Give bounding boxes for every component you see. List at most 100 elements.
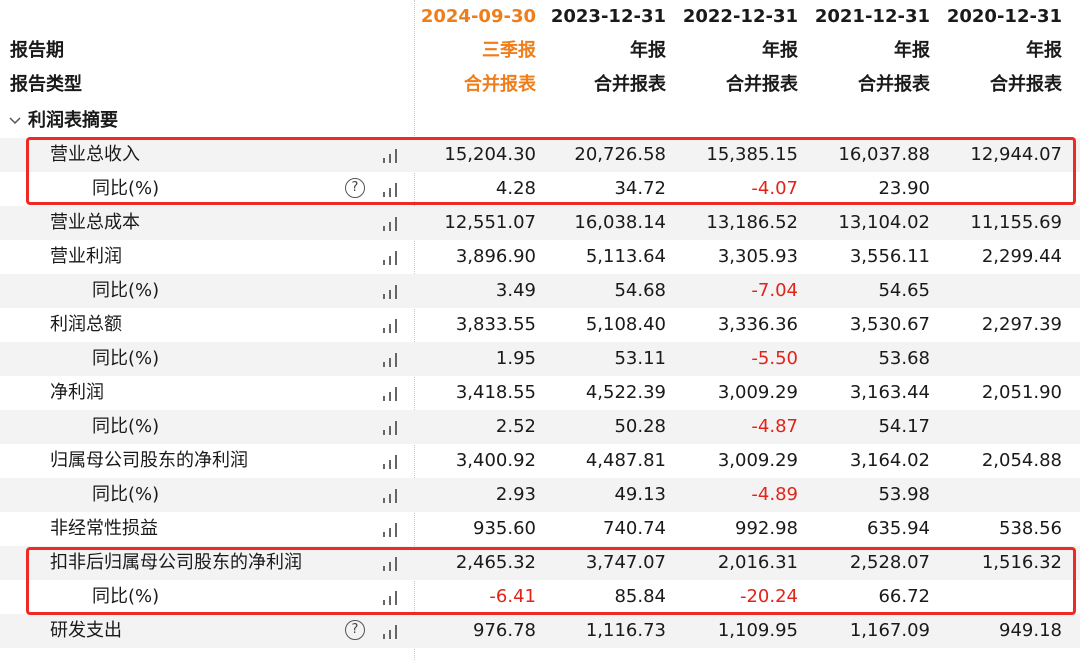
row-value: 2,528.07	[849, 552, 930, 573]
bar-chart-icon[interactable]	[383, 251, 401, 265]
row-label: 同比(%)	[92, 416, 160, 437]
header-dates-row: 2024-09-30 2023-12-31 2022-12-31 2021-12…	[0, 0, 1080, 34]
type-0: 合并报表	[464, 74, 536, 95]
table-row: 营业总成本 12,551.07 16,038.14 13,186.52 13,1…	[0, 206, 1080, 240]
row-value: -5.50	[751, 348, 798, 369]
row-value: 4.28	[495, 178, 536, 199]
bar-chart-icon[interactable]	[383, 387, 401, 401]
row-value: 3,896.90	[455, 246, 536, 267]
bar-chart-icon[interactable]	[383, 455, 401, 469]
row-value: 66.72	[878, 586, 930, 607]
row-label: 净利润	[50, 382, 104, 403]
bar-chart-icon[interactable]	[383, 285, 401, 299]
bar-chart-icon[interactable]	[383, 523, 401, 537]
row-value: 935.60	[473, 518, 536, 539]
row-value: 1.95	[495, 348, 536, 369]
row-value: 53.68	[878, 348, 930, 369]
row-value: 949.18	[999, 620, 1062, 641]
bar-chart-icon[interactable]	[383, 421, 401, 435]
type-label: 报告类型	[10, 74, 82, 95]
row-value: 13,186.52	[706, 212, 798, 233]
row-value: 2,299.44	[981, 246, 1062, 267]
header-date-4[interactable]: 2020-12-31	[946, 6, 1062, 27]
row-value	[942, 342, 1062, 376]
row-value: 3,833.55	[455, 314, 536, 335]
row-value: 740.74	[603, 518, 666, 539]
bar-chart-icon[interactable]	[383, 353, 401, 367]
chevron-down-icon[interactable]	[8, 104, 22, 142]
highlight-box-adjusted-profit	[26, 547, 1076, 615]
row-value: 54.65	[878, 280, 930, 301]
row-value: 2.52	[495, 416, 536, 437]
row-label: 利润总额	[50, 314, 122, 335]
bar-chart-icon[interactable]	[383, 183, 401, 197]
row-value: 53.98	[878, 484, 930, 505]
header-date-1[interactable]: 2023-12-31	[550, 6, 666, 27]
header-date-0[interactable]: 2024-09-30	[420, 6, 536, 27]
row-value: 3,163.44	[849, 382, 930, 403]
row-label: 同比(%)	[92, 484, 160, 505]
type-1: 合并报表	[594, 74, 666, 95]
type-2: 合并报表	[726, 74, 798, 95]
column-separator	[414, 0, 415, 660]
row-value: 20,726.58	[574, 144, 666, 165]
table-row: 同比(%) ? 4.28 34.72 -4.07 23.90	[0, 172, 1080, 206]
bar-chart-icon[interactable]	[383, 149, 401, 163]
row-value: 3,747.07	[585, 552, 666, 573]
table-row: 同比(%) 2.93 49.13 -4.89 53.98	[0, 478, 1080, 512]
table-row: 归属母公司股东的净利润 3,400.92 4,487.81 3,009.29 3…	[0, 444, 1080, 478]
type-3: 合并报表	[858, 74, 930, 95]
highlight-box-revenue	[26, 137, 1076, 205]
header-date-3[interactable]: 2021-12-31	[814, 6, 930, 27]
row-value: 3,556.11	[849, 246, 930, 267]
row-label: 同比(%)	[92, 348, 160, 369]
row-value: 1,109.95	[717, 620, 798, 641]
table-row: 净利润 3,418.55 4,522.39 3,009.29 3,163.44 …	[0, 376, 1080, 410]
header-type-row: 报告类型 合并报表 合并报表 合并报表 合并报表 合并报表	[0, 68, 1080, 102]
row-value: 50.28	[614, 416, 666, 437]
row-value: 3.49	[495, 280, 536, 301]
row-value: 2,465.32	[455, 552, 536, 573]
section-title: 利润表摘要	[28, 110, 118, 131]
row-value: 976.78	[473, 620, 536, 641]
period-0: 三季报	[482, 40, 536, 61]
bar-chart-icon[interactable]	[383, 217, 401, 231]
section-header[interactable]: 利润表摘要	[0, 104, 1080, 138]
row-value: 16,038.14	[574, 212, 666, 233]
bar-chart-icon[interactable]	[383, 591, 401, 605]
row-value: 54.68	[614, 280, 666, 301]
period-1: 年报	[630, 40, 666, 61]
row-value: 13,104.02	[838, 212, 930, 233]
header-period-row: 报告期 三季报 年报 年报 年报 年报	[0, 34, 1080, 68]
row-value: 34.72	[614, 178, 666, 199]
row-value: 5,113.64	[585, 246, 666, 267]
header-date-2[interactable]: 2022-12-31	[682, 6, 798, 27]
row-value: 3,336.36	[717, 314, 798, 335]
row-value: 3,009.29	[717, 382, 798, 403]
bar-chart-icon[interactable]	[383, 557, 401, 571]
period-label: 报告期	[10, 40, 64, 61]
row-value: 85.84	[614, 586, 666, 607]
period-4: 年报	[1026, 40, 1062, 61]
row-label: 非经常性损益	[50, 518, 158, 539]
row-value: 992.98	[735, 518, 798, 539]
table-row: 非经常性损益 935.60 740.74 992.98 635.94 538.5…	[0, 512, 1080, 546]
bar-chart-icon[interactable]	[383, 489, 401, 503]
row-value: 2,016.31	[717, 552, 798, 573]
help-icon[interactable]: ?	[345, 178, 365, 198]
row-value: 15,385.15	[706, 144, 798, 165]
table-row: 研发支出 ? 976.78 1,116.73 1,109.95 1,167.09…	[0, 614, 1080, 648]
bar-chart-icon[interactable]	[383, 625, 401, 639]
row-value: 3,009.29	[717, 450, 798, 471]
help-icon[interactable]: ?	[345, 620, 365, 640]
table-row: 营业总收入 15,204.30 20,726.58 15,385.15 16,0…	[0, 138, 1080, 172]
row-value: 2,051.90	[981, 382, 1062, 403]
row-label: 同比(%)	[92, 178, 160, 199]
row-value: 12,944.07	[970, 144, 1062, 165]
row-value: -4.89	[751, 484, 798, 505]
table-row: 营业利润 3,896.90 5,113.64 3,305.93 3,556.11…	[0, 240, 1080, 274]
row-label: 营业总成本	[50, 212, 140, 233]
row-value: 2.93	[495, 484, 536, 505]
bar-chart-icon[interactable]	[383, 319, 401, 333]
